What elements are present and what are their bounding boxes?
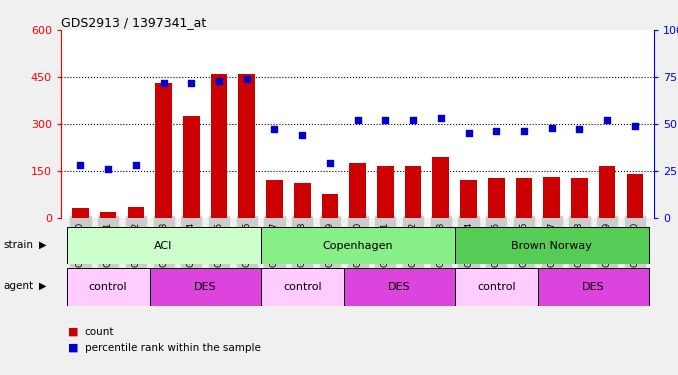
Text: ■: ■ — [68, 343, 78, 353]
Text: ▶: ▶ — [39, 240, 47, 250]
Bar — [599, 166, 616, 218]
Bar — [66, 227, 260, 264]
Bar — [100, 212, 117, 217]
Point — [325, 160, 336, 166]
Text: Copenhagen: Copenhagen — [322, 241, 393, 250]
Point — [130, 162, 141, 168]
Point — [546, 124, 557, 130]
Bar — [433, 157, 449, 218]
Bar — [460, 180, 477, 218]
Text: agent: agent — [3, 281, 33, 291]
Bar — [260, 227, 455, 264]
Bar — [543, 177, 560, 218]
Text: DES: DES — [194, 282, 216, 292]
Text: percentile rank within the sample: percentile rank within the sample — [85, 343, 260, 353]
Bar — [405, 166, 422, 218]
Text: control: control — [477, 282, 515, 292]
Text: ▶: ▶ — [39, 281, 47, 291]
Text: control: control — [89, 282, 127, 292]
Point — [353, 117, 363, 123]
Point — [380, 117, 391, 123]
Point — [158, 80, 169, 86]
Text: count: count — [85, 327, 115, 337]
Point — [574, 126, 585, 132]
Point — [214, 78, 224, 84]
Point — [241, 76, 252, 82]
Bar — [155, 83, 172, 218]
Text: GDS2913 / 1397341_at: GDS2913 / 1397341_at — [61, 16, 206, 29]
Point — [519, 128, 530, 134]
Bar — [377, 166, 394, 218]
Point — [435, 115, 446, 121]
Point — [269, 126, 280, 132]
Point — [407, 117, 418, 123]
Point — [186, 80, 197, 86]
Bar — [72, 208, 89, 218]
Text: control: control — [283, 282, 321, 292]
Text: ■: ■ — [68, 327, 78, 337]
Text: ACI: ACI — [155, 241, 173, 250]
Point — [601, 117, 612, 123]
Bar — [150, 268, 260, 306]
Text: Brown Norway: Brown Norway — [511, 241, 592, 250]
Bar — [183, 116, 199, 218]
Bar — [66, 268, 150, 306]
Text: DES: DES — [388, 282, 411, 292]
Bar — [455, 227, 649, 264]
Bar — [211, 74, 227, 217]
Bar — [266, 180, 283, 218]
Bar — [321, 194, 338, 217]
Point — [103, 166, 114, 172]
Bar — [294, 183, 311, 218]
Bar — [516, 178, 532, 218]
Point — [75, 162, 86, 168]
Bar — [455, 268, 538, 306]
Bar — [260, 268, 344, 306]
Bar — [239, 74, 255, 217]
Point — [491, 128, 502, 134]
Bar — [344, 268, 455, 306]
Bar — [349, 163, 366, 218]
Bar — [488, 178, 504, 218]
Bar — [127, 207, 144, 218]
Point — [297, 132, 308, 138]
Text: DES: DES — [582, 282, 605, 292]
Point — [629, 123, 640, 129]
Bar — [626, 174, 643, 217]
Bar — [571, 178, 588, 218]
Text: strain: strain — [3, 240, 33, 250]
Point — [463, 130, 474, 136]
Bar — [538, 268, 649, 306]
